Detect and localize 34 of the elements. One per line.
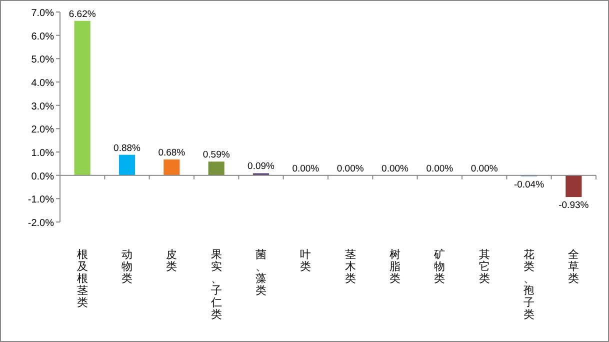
y-tick-label: 0.0%: [31, 171, 54, 182]
x-tick-label: 根及根茎类: [76, 249, 88, 309]
data-label: 0.59%: [202, 150, 230, 161]
y-tick-label: 6.0%: [31, 31, 54, 42]
x-tick-label: 菌、藻类: [256, 248, 266, 297]
data-label: 0.00%: [426, 163, 454, 174]
data-label: 0.00%: [292, 163, 320, 174]
data-label: 0.00%: [382, 163, 410, 174]
data-label: 0.00%: [336, 163, 364, 174]
data-label: 0.00%: [470, 163, 498, 174]
x-tick-label: 叶类: [300, 248, 312, 273]
data-label: 6.62%: [68, 8, 96, 20]
x-tick-label: 花类、孢子类: [524, 248, 534, 321]
y-tick-label: 4.0%: [31, 78, 54, 89]
y-tick-label: 7.0%: [31, 8, 54, 19]
x-tick-label: 茎木类: [344, 248, 356, 285]
x-tick-label: 树脂类: [390, 249, 400, 285]
x-tick-label: 果实、子仁类: [210, 249, 222, 321]
y-tick-label: -2.0%: [28, 218, 54, 229]
y-tick-label: 3.0%: [31, 101, 54, 112]
x-tick-label: 矿物类: [433, 248, 446, 285]
x-tick-label: 动物类: [122, 249, 132, 285]
data-label: 0.68%: [158, 147, 186, 158]
y-tick-label: 2.0%: [31, 124, 54, 136]
x-tick-label: 其它类: [478, 248, 490, 285]
x-tick-label: 全草类: [568, 249, 580, 285]
data-label: 0.88%: [114, 142, 142, 154]
x-tick-label: 皮类: [166, 248, 178, 273]
data-label: -0.04%: [514, 179, 545, 190]
y-tick-label: 5.0%: [31, 54, 54, 66]
y-tick-label: -1.0%: [28, 194, 54, 206]
data-label: 0.09%: [248, 161, 276, 172]
y-tick-label: 1.0%: [31, 148, 54, 159]
data-label: -0.93%: [558, 200, 590, 212]
